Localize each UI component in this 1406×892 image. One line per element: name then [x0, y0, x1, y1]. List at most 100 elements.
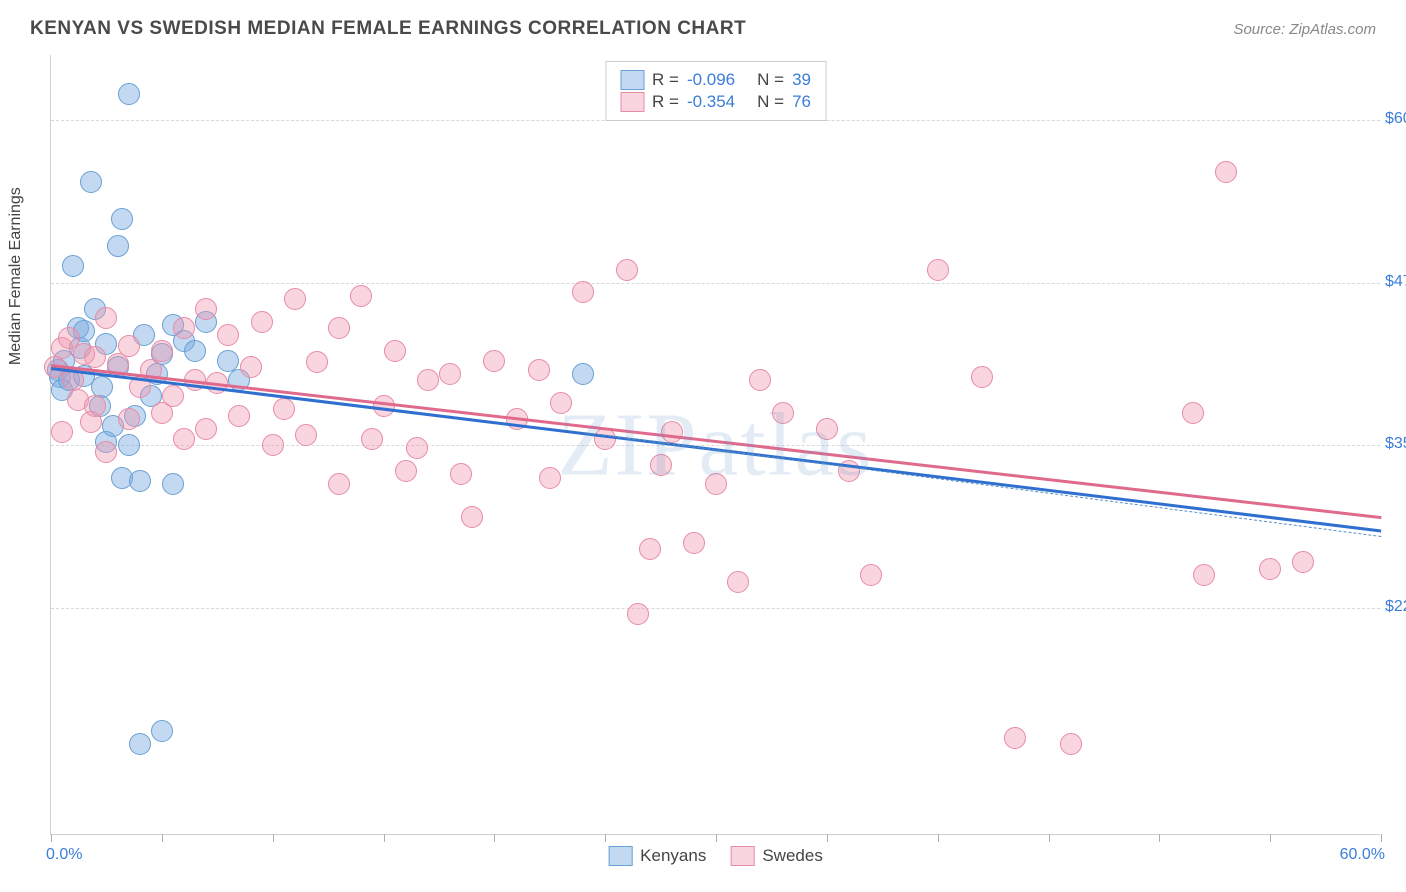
scatter-point-kenyans: [572, 363, 594, 385]
scatter-point-swedes: [284, 288, 306, 310]
scatter-point-swedes: [95, 307, 117, 329]
x-tick: [51, 834, 52, 842]
x-axis-start-label: 0.0%: [46, 846, 82, 864]
scatter-point-swedes: [461, 506, 483, 528]
scatter-point-swedes: [749, 369, 771, 391]
legend-item-kenyans: Kenyans: [608, 846, 706, 866]
scatter-point-swedes: [727, 571, 749, 593]
regression-line: [51, 364, 1381, 519]
scatter-point-swedes: [240, 356, 262, 378]
scatter-point-swedes: [251, 311, 273, 333]
scatter-point-swedes: [118, 408, 140, 430]
scatter-point-swedes: [262, 434, 284, 456]
scatter-point-swedes: [572, 281, 594, 303]
scatter-point-kenyans: [184, 340, 206, 362]
scatter-point-swedes: [217, 324, 239, 346]
scatter-point-swedes: [384, 340, 406, 362]
legend-row-kenyans: R = -0.096 N = 39: [620, 70, 811, 90]
correlation-legend: R = -0.096 N = 39 R = -0.354 N = 76: [605, 61, 826, 121]
scatter-point-swedes: [95, 441, 117, 463]
legend-row-swedes: R = -0.354 N = 76: [620, 92, 811, 112]
x-axis-end-label: 60.0%: [1340, 846, 1385, 864]
scatter-point-kenyans: [107, 235, 129, 257]
scatter-point-kenyans: [129, 470, 151, 492]
scatter-point-swedes: [162, 385, 184, 407]
scatter-point-swedes: [350, 285, 372, 307]
scatter-point-swedes: [439, 363, 461, 385]
swatch-swedes-icon: [620, 92, 644, 112]
x-tick: [938, 834, 939, 842]
x-tick: [1381, 834, 1382, 842]
scatter-point-swedes: [118, 335, 140, 357]
legend-item-swedes: Swedes: [730, 846, 822, 866]
scatter-point-swedes: [927, 259, 949, 281]
scatter-point-swedes: [1193, 564, 1215, 586]
scatter-point-kenyans: [217, 350, 239, 372]
scatter-point-swedes: [772, 402, 794, 424]
scatter-point-swedes: [173, 428, 195, 450]
n-value-kenyans: 39: [792, 70, 811, 90]
scatter-point-swedes: [173, 317, 195, 339]
x-tick: [494, 834, 495, 842]
scatter-point-swedes: [860, 564, 882, 586]
scatter-point-swedes: [51, 421, 73, 443]
r-value-swedes: -0.354: [687, 92, 735, 112]
scatter-point-swedes: [483, 350, 505, 372]
scatter-point-swedes: [705, 473, 727, 495]
scatter-point-swedes: [151, 340, 173, 362]
scatter-point-swedes: [295, 424, 317, 446]
r-value-kenyans: -0.096: [687, 70, 735, 90]
x-tick: [827, 834, 828, 842]
swatch-kenyans-icon: [620, 70, 644, 90]
scatter-point-swedes: [528, 359, 550, 381]
swatch-swedes-icon: [730, 846, 754, 866]
scatter-point-swedes: [1004, 727, 1026, 749]
chart-header: KENYAN VS SWEDISH MEDIAN FEMALE EARNINGS…: [0, 0, 1406, 40]
scatter-point-kenyans: [62, 255, 84, 277]
scatter-point-swedes: [650, 454, 672, 476]
x-tick: [1049, 834, 1050, 842]
y-tick-label: $22,500: [1385, 598, 1406, 616]
scatter-point-swedes: [195, 418, 217, 440]
scatter-point-swedes: [361, 428, 383, 450]
scatter-point-swedes: [1215, 161, 1237, 183]
scatter-point-swedes: [683, 532, 705, 554]
regression-line: [583, 432, 1381, 537]
scatter-point-swedes: [395, 460, 417, 482]
x-tick: [162, 834, 163, 842]
scatter-point-swedes: [639, 538, 661, 560]
scatter-point-swedes: [1182, 402, 1204, 424]
y-tick-label: $35,000: [1385, 435, 1406, 453]
scatter-point-swedes: [816, 418, 838, 440]
gridline-h: [51, 445, 1380, 446]
scatter-point-swedes: [273, 398, 295, 420]
scatter-point-kenyans: [129, 733, 151, 755]
x-tick: [1270, 834, 1271, 842]
scatter-point-kenyans: [80, 171, 102, 193]
n-value-swedes: 76: [792, 92, 811, 112]
scatter-point-swedes: [539, 467, 561, 489]
x-tick: [716, 834, 717, 842]
scatter-point-swedes: [195, 298, 217, 320]
y-tick-label: $47,500: [1385, 273, 1406, 291]
scatter-point-swedes: [971, 366, 993, 388]
gridline-h: [51, 283, 1380, 284]
x-tick: [273, 834, 274, 842]
scatter-point-kenyans: [118, 434, 140, 456]
swatch-kenyans-icon: [608, 846, 632, 866]
chart-plot-area: ZIPatlas Median Female Earnings 0.0% 60.…: [50, 55, 1380, 835]
scatter-point-kenyans: [111, 208, 133, 230]
scatter-point-swedes: [616, 259, 638, 281]
scatter-point-swedes: [1259, 558, 1281, 580]
scatter-point-swedes: [417, 369, 439, 391]
x-tick: [605, 834, 606, 842]
x-tick: [1159, 834, 1160, 842]
scatter-point-swedes: [328, 317, 350, 339]
chart-source: Source: ZipAtlas.com: [1233, 21, 1376, 38]
scatter-point-swedes: [661, 421, 683, 443]
x-tick: [384, 834, 385, 842]
scatter-point-swedes: [1060, 733, 1082, 755]
scatter-point-swedes: [228, 405, 250, 427]
scatter-point-swedes: [84, 395, 106, 417]
scatter-point-swedes: [328, 473, 350, 495]
